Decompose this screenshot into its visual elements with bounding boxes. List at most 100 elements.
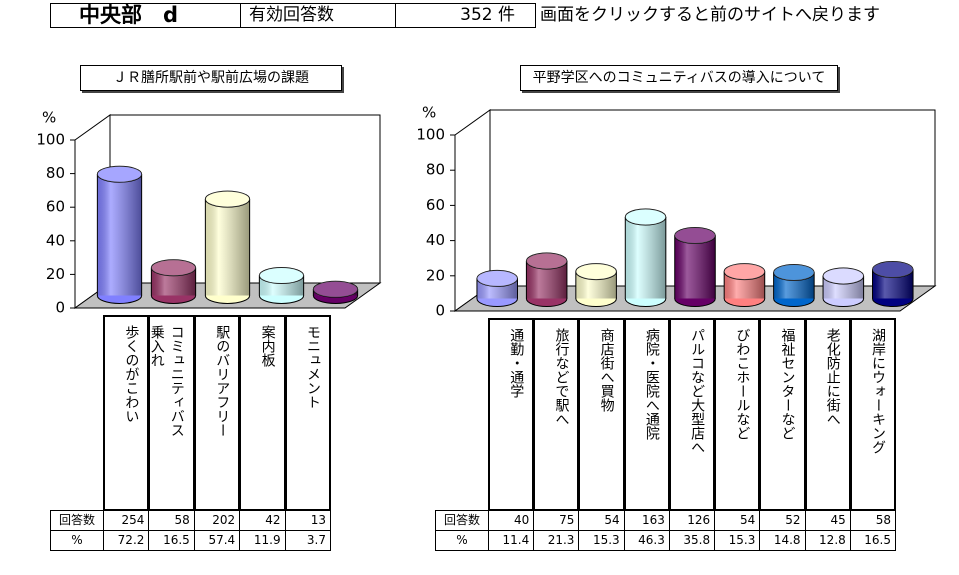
bar-shade — [205, 199, 250, 296]
category-label: 商店街へ買物 — [578, 318, 625, 511]
category-label: モニュメント — [284, 315, 331, 511]
y-tick-label: 20 — [426, 266, 445, 284]
y-tick-label: 60 — [46, 198, 65, 216]
bar-top — [204, 190, 251, 208]
bar-top-light — [476, 270, 518, 287]
count-cell: 42 — [239, 510, 286, 531]
category-label: 老化防止に街へ — [804, 318, 851, 511]
bar-top-light — [674, 227, 716, 244]
y-tick-label: 40 — [426, 231, 445, 249]
category-label: コミュニティバス 乗入れ — [148, 315, 195, 511]
category-label: 歩くのがこわい — [103, 315, 150, 511]
note[interactable]: 画面をクリックすると前のサイトへ戻ります — [540, 5, 880, 25]
bar-shade — [97, 174, 142, 296]
bar-top — [872, 260, 914, 278]
bar-top-light — [526, 253, 567, 270]
category-label: 旅行などで駅へ — [533, 318, 580, 511]
percent-cell: 35.8 — [668, 530, 716, 551]
bar-top-light — [97, 166, 142, 183]
percent-cell: 15.3 — [578, 530, 625, 551]
category-label: 駅のバリアフリー — [193, 315, 241, 511]
count-cell: 75 — [533, 510, 580, 531]
percent-cell: 14.8 — [759, 530, 806, 551]
bar-top-light — [313, 281, 358, 298]
count-cell: 45 — [804, 510, 851, 531]
y-tick-label: 80 — [46, 164, 65, 182]
bar-top-light — [773, 264, 815, 281]
bar-top-light — [872, 261, 914, 278]
count-cell: 126 — [668, 510, 716, 531]
percent-cell: 11.9 — [239, 530, 286, 551]
y-axis-label: % — [42, 109, 56, 127]
count-cell: 13 — [284, 510, 331, 531]
category-label: 案内板 — [239, 315, 286, 511]
bar-top — [624, 208, 667, 226]
percent-cell: 16.5 — [849, 530, 896, 551]
count-cell: 52 — [759, 510, 806, 531]
category-label: 通勤・通学 — [488, 318, 535, 511]
y-axis-label: % — [422, 104, 436, 122]
bar-top-light — [205, 191, 250, 208]
percent-cell: 12.8 — [804, 530, 851, 551]
count: 352 件 — [395, 3, 536, 28]
bar-top — [525, 252, 568, 270]
bar-top — [773, 263, 815, 281]
percent-cell: 72.2 — [103, 530, 150, 551]
percent-cell: 46.3 — [623, 530, 670, 551]
count-cell: 163 — [623, 510, 670, 531]
row-label: 回答数 — [435, 510, 489, 531]
category-label: パルコなど大型店へ — [668, 318, 716, 511]
percent-cell: 21.3 — [533, 530, 580, 551]
category-label: 福祉センターなど — [759, 318, 806, 511]
bar-top — [575, 263, 617, 281]
bar-top — [258, 267, 305, 285]
percent-cell: 15.3 — [714, 530, 761, 551]
count-label: 有効回答数 — [240, 3, 396, 28]
bar-top — [674, 226, 716, 244]
bar-top-light — [724, 263, 765, 280]
count-cell: 54 — [714, 510, 761, 531]
count-cell: 54 — [578, 510, 625, 531]
bar-top-light — [259, 267, 304, 284]
bar-shade — [674, 235, 716, 299]
bar-top-light — [151, 259, 196, 276]
y-tick-label: 100 — [36, 131, 65, 149]
category-label: びわこホールなど — [714, 318, 761, 511]
count-cell: 202 — [193, 510, 241, 531]
bar-top-light — [575, 263, 617, 280]
count-cell: 58 — [849, 510, 896, 531]
bar-top-light — [625, 209, 666, 226]
category-label: 病院・医院へ通院 — [623, 318, 670, 511]
y-tick-label: 100 — [416, 126, 445, 144]
chart-title: 平野学区へのコミュニティバスの導入について — [520, 65, 838, 91]
count-cell: 40 — [488, 510, 535, 531]
bar-top-light — [823, 267, 864, 284]
count-cell: 58 — [148, 510, 195, 531]
bar-top — [822, 267, 865, 285]
count-cell: 254 — [103, 510, 150, 531]
y-tick-label: 0 — [55, 299, 65, 317]
bar-top — [312, 280, 359, 298]
bar-top — [150, 259, 197, 277]
row-label: % — [50, 530, 104, 551]
y-tick-label: 20 — [46, 265, 65, 283]
percent-cell: 16.5 — [148, 530, 195, 551]
category-label: 湖岸にウォーキング — [849, 318, 896, 511]
percent-cell: 3.7 — [284, 530, 331, 551]
y-tick-label: 40 — [46, 231, 65, 249]
percent-cell: 11.4 — [488, 530, 535, 551]
area: 中央部 d — [50, 3, 241, 28]
bar-top — [476, 269, 518, 287]
percent-cell: 57.4 — [193, 530, 241, 551]
row-label: % — [435, 530, 489, 551]
bar-shade — [625, 217, 666, 299]
row-label: 回答数 — [50, 510, 104, 531]
bar-top — [723, 263, 766, 281]
y-tick-label: 60 — [426, 196, 445, 214]
y-tick-label: 0 — [435, 302, 445, 320]
y-tick-label: 80 — [426, 161, 445, 179]
bar-top — [96, 165, 143, 183]
chart-title: ＪＲ膳所駅前や駅前広場の課題 — [80, 65, 342, 91]
